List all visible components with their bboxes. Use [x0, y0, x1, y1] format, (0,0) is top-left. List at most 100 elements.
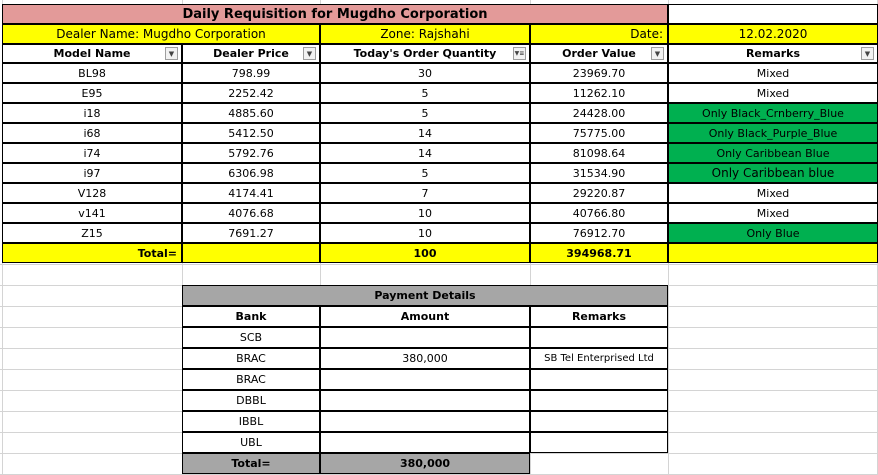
filter-applied-icon[interactable]: ▼≡ [513, 47, 526, 60]
gridline-horizontal [0, 264, 878, 265]
order-value-cell[interactable]: 81098.64 [530, 143, 668, 163]
order-quantity-cell[interactable]: 14 [320, 123, 530, 143]
order-quantity-header[interactable]: Today's Order Quantity ▼≡ [320, 44, 530, 63]
payment-remarks-cell[interactable] [530, 390, 668, 411]
remarks-cell[interactable]: Only Caribbean Blue [668, 143, 878, 163]
payment-remarks-header[interactable]: Remarks [530, 306, 668, 327]
model-name-cell[interactable]: i68 [2, 123, 182, 143]
dropdown-arrow-icon[interactable]: ▼ [165, 47, 178, 60]
order-value-cell-text: 11262.10 [572, 86, 626, 100]
payment-remarks-cell[interactable] [530, 411, 668, 432]
date-value-cell[interactable]: 12.02.2020 [668, 24, 878, 44]
dealer-price-cell[interactable]: 2252.42 [182, 83, 320, 103]
total-empty-cell[interactable] [182, 243, 320, 263]
payment-remarks-cell[interactable] [530, 432, 668, 453]
remarks-cell[interactable]: Only Blue [668, 223, 878, 243]
model-name-cell[interactable]: Z15 [2, 223, 182, 243]
amount-cell[interactable] [320, 432, 530, 453]
bank-cell[interactable]: SCB [182, 327, 320, 348]
order-quantity-cell[interactable]: 14 [320, 143, 530, 163]
remarks-cell[interactable]: Mixed [668, 183, 878, 203]
order-quantity-cell[interactable]: 5 [320, 83, 530, 103]
amount-header[interactable]: Amount [320, 306, 530, 327]
remarks-header[interactable]: Remarks ▼ [668, 44, 878, 63]
order-value-cell[interactable]: 11262.10 [530, 83, 668, 103]
bank-cell[interactable]: DBBL [182, 390, 320, 411]
order-value-cell-text: 23969.70 [572, 66, 626, 80]
model-name-cell[interactable]: V128 [2, 183, 182, 203]
model-name-cell[interactable]: i18 [2, 103, 182, 123]
dropdown-arrow-icon[interactable]: ▼ [861, 47, 874, 60]
amount-cell[interactable] [320, 327, 530, 348]
amount-cell[interactable] [320, 390, 530, 411]
order-quantity-cell[interactable]: 5 [320, 163, 530, 183]
bank-cell[interactable]: BRAC [182, 369, 320, 390]
order-value-cell[interactable]: 29220.87 [530, 183, 668, 203]
order-value-cell[interactable]: 75775.00 [530, 123, 668, 143]
dealer-price-cell[interactable]: 5412.50 [182, 123, 320, 143]
remarks-cell[interactable]: Mixed [668, 83, 878, 103]
dealer-price-cell[interactable]: 4885.60 [182, 103, 320, 123]
order-value-cell[interactable]: 23969.70 [530, 63, 668, 83]
model-name-cell[interactable]: BL98 [2, 63, 182, 83]
model-name-cell[interactable]: E95 [2, 83, 182, 103]
remarks-cell-text: Mixed [756, 206, 790, 220]
payment-remarks-cell[interactable]: SB Tel Enterprised Ltd [530, 348, 668, 369]
remarks-cell[interactable]: Only Caribbean blue [668, 163, 878, 183]
order-quantity-cell[interactable]: 7 [320, 183, 530, 203]
remarks-cell[interactable]: Only Black_Crnberry_Blue [668, 103, 878, 123]
bank-cell[interactable]: IBBL [182, 411, 320, 432]
dealer-price-header[interactable]: Dealer Price ▼ [182, 44, 320, 63]
remarks-cell[interactable]: Mixed [668, 203, 878, 223]
total-value-cell-text: 394968.71 [566, 246, 632, 260]
payment-total-label[interactable]: Total= [182, 453, 320, 474]
amount-cell[interactable] [320, 411, 530, 432]
dropdown-arrow-icon[interactable]: ▼ [651, 47, 664, 60]
dealer-price-cell-text: 798.99 [231, 66, 271, 80]
total-remarks-cell[interactable] [668, 243, 878, 263]
bank-header[interactable]: Bank [182, 306, 320, 327]
dealer-price-cell[interactable]: 4174.41 [182, 183, 320, 203]
date-label-cell[interactable]: Date: [530, 24, 668, 44]
zone-cell[interactable]: Zone: Rajshahi [320, 24, 530, 44]
payment-total-amount[interactable]: 380,000 [320, 453, 530, 474]
dealer-price-cell[interactable]: 798.99 [182, 63, 320, 83]
sheet-title[interactable]: Daily Requisition for Mugdho Corporation [2, 4, 668, 24]
dealer-price-cell[interactable]: 4076.68 [182, 203, 320, 223]
order-value-cell[interactable]: 24428.00 [530, 103, 668, 123]
dealer-price-cell[interactable]: 6306.98 [182, 163, 320, 183]
order-value-cell[interactable]: 76912.70 [530, 223, 668, 243]
total-label-cell[interactable]: Total= [2, 243, 182, 263]
payment-details-title[interactable]: Payment Details [182, 285, 668, 306]
order-value-cell[interactable]: 40766.80 [530, 203, 668, 223]
order-quantity-cell-text: 5 [421, 86, 429, 100]
dealer-price-cell[interactable]: 5792.76 [182, 143, 320, 163]
title-empty-cell[interactable] [668, 4, 878, 24]
dealer-name-cell[interactable]: Dealer Name: Mugdho Corporation [2, 24, 320, 44]
amount-cell[interactable] [320, 369, 530, 390]
bank-cell[interactable]: BRAC [182, 348, 320, 369]
model-name-cell-text: i18 [83, 106, 101, 120]
amount-header-text: Amount [400, 310, 450, 323]
total-value-cell[interactable]: 394968.71 [530, 243, 668, 263]
dropdown-arrow-icon[interactable]: ▼ [303, 47, 316, 60]
model-name-cell[interactable]: i74 [2, 143, 182, 163]
order-quantity-cell[interactable]: 30 [320, 63, 530, 83]
model-name-cell[interactable]: v141 [2, 203, 182, 223]
payment-remarks-cell[interactable] [530, 369, 668, 390]
remarks-cell[interactable]: Only Black_Purple_Blue [668, 123, 878, 143]
order-value-header[interactable]: Order Value ▼ [530, 44, 668, 63]
order-value-cell[interactable]: 31534.90 [530, 163, 668, 183]
total-quantity-cell[interactable]: 100 [320, 243, 530, 263]
bank-cell[interactable]: UBL [182, 432, 320, 453]
zone-cell-text: Zone: Rajshahi [380, 27, 470, 41]
payment-remarks-cell[interactable] [530, 327, 668, 348]
order-quantity-cell[interactable]: 5 [320, 103, 530, 123]
dealer-price-cell[interactable]: 7691.27 [182, 223, 320, 243]
order-quantity-cell[interactable]: 10 [320, 203, 530, 223]
model-name-cell[interactable]: i97 [2, 163, 182, 183]
amount-cell[interactable]: 380,000 [320, 348, 530, 369]
remarks-cell[interactable]: Mixed [668, 63, 878, 83]
model-name-header[interactable]: Model Name ▼ [2, 44, 182, 63]
order-quantity-cell[interactable]: 10 [320, 223, 530, 243]
